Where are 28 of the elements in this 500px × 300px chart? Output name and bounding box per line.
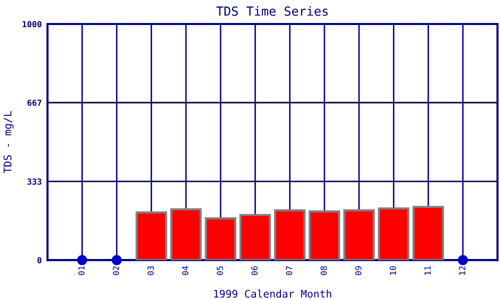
- bar: [308, 210, 340, 260]
- x-tick-label: 12: [459, 266, 466, 275]
- x-tick-label: 02: [112, 266, 120, 276]
- x-axis-title: 1999 Calendar Month: [214, 290, 332, 298]
- chart-title: TDS Time Series: [216, 6, 328, 16]
- x-tick-label: 07: [286, 266, 292, 276]
- x-tick-label: 11: [424, 266, 431, 275]
- bar: [412, 206, 444, 260]
- x-tick-label: 03: [147, 266, 154, 276]
- bar: [274, 209, 306, 260]
- x-tick-label: 09: [355, 266, 362, 276]
- x-tick-label: 08: [320, 266, 327, 276]
- x-tick-label: 06: [251, 266, 258, 276]
- bar: [204, 217, 236, 260]
- bar: [170, 208, 202, 260]
- x-tick-label: 05: [216, 266, 224, 276]
- bar: [378, 207, 410, 260]
- y-tick-label: 1000: [22, 20, 42, 28]
- bar: [343, 209, 375, 260]
- bar: [136, 211, 168, 260]
- y-axis-title: TDS - mg/L: [4, 111, 14, 174]
- y-tick-label: 0: [37, 257, 42, 264]
- x-tick-label: 04: [182, 266, 188, 276]
- y-tick-label: 333: [27, 178, 42, 185]
- y-tick-label: 667: [27, 100, 42, 106]
- x-tick-label: 01: [78, 266, 85, 276]
- x-tick-label: 10: [390, 266, 396, 275]
- bar: [239, 214, 271, 260]
